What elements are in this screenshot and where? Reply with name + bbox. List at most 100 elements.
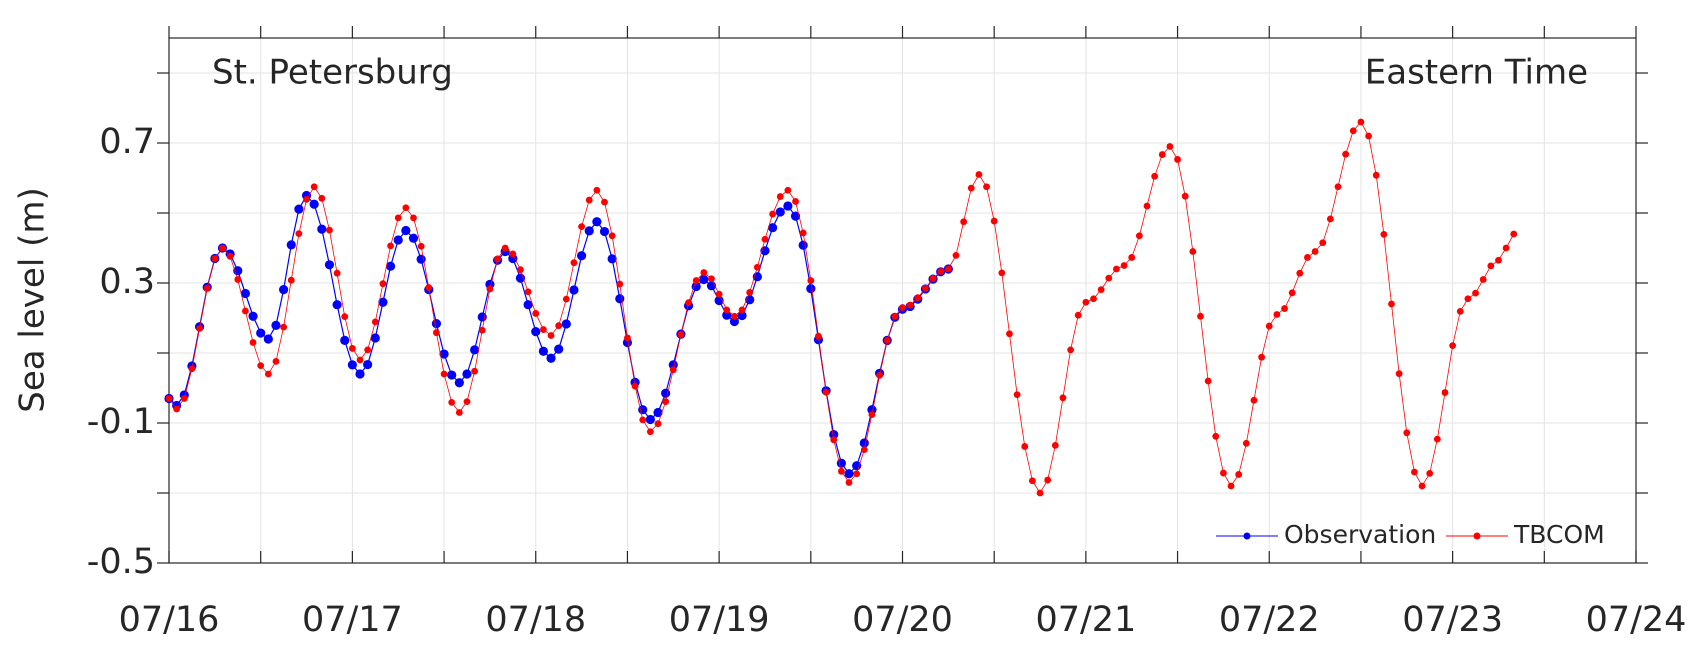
data-point [1250, 396, 1258, 404]
legend-swatch [1243, 532, 1251, 540]
plot-frame [168, 37, 1637, 564]
data-point [1441, 389, 1449, 396]
data-point [677, 331, 685, 338]
data-point [584, 226, 594, 236]
data-point [1051, 442, 1059, 449]
annotation: St. Petersburg [212, 53, 453, 93]
data-point [1197, 312, 1204, 320]
data-point [1212, 432, 1220, 440]
data-point [837, 467, 845, 475]
data-point [836, 458, 846, 468]
data-point [196, 325, 203, 332]
data-point [624, 334, 631, 342]
data-point [1449, 342, 1457, 350]
data-point [272, 358, 280, 365]
data-point [324, 260, 335, 270]
data-point [401, 225, 411, 236]
data-point [1059, 394, 1067, 402]
data-point [355, 369, 365, 379]
data-point [1174, 156, 1181, 163]
data-point [700, 269, 708, 276]
data-point [990, 217, 998, 225]
data-point [708, 275, 715, 283]
data-point [448, 398, 456, 406]
data-point [256, 328, 266, 338]
data-point [1204, 377, 1212, 385]
data-point [1166, 143, 1174, 150]
data-point [1311, 248, 1319, 255]
data-point [1151, 172, 1159, 180]
data-point [394, 214, 402, 222]
data-point [746, 289, 754, 296]
data-point [439, 349, 449, 359]
data-point [1227, 482, 1235, 490]
data-point [1273, 311, 1281, 318]
data-point [868, 411, 876, 418]
data-point [1242, 439, 1250, 447]
data-point [538, 346, 548, 356]
data-point [1120, 262, 1128, 269]
y-tick-label: 0.7 [99, 122, 155, 162]
data-point [294, 204, 304, 214]
data-point [240, 288, 251, 299]
data-point [570, 259, 578, 267]
data-point [417, 242, 425, 250]
data-point [661, 388, 671, 398]
data-point [998, 269, 1006, 277]
data-point [715, 290, 723, 298]
data-point [1128, 254, 1136, 261]
data-point [601, 198, 608, 206]
data-point [815, 332, 822, 340]
data-point [249, 339, 257, 346]
data-point [1044, 476, 1052, 484]
data-point [1296, 269, 1304, 277]
data-point [433, 329, 440, 337]
data-point [668, 360, 678, 370]
data-point [1502, 244, 1510, 252]
data-point [1388, 300, 1395, 308]
data-point [402, 204, 410, 212]
x-tick-label: 07/18 [485, 600, 586, 640]
data-point [975, 171, 983, 178]
data-point [454, 378, 464, 388]
data-point [341, 313, 349, 320]
data-point [867, 405, 877, 415]
data-point [340, 335, 350, 345]
data-point [1472, 289, 1479, 297]
data-point [1074, 311, 1082, 319]
data-point [578, 223, 585, 231]
data-point [463, 398, 471, 406]
data-point [1281, 305, 1288, 312]
data-point [1082, 298, 1090, 306]
data-point [607, 254, 617, 264]
x-tick-label: 07/24 [1586, 600, 1687, 640]
data-point [592, 217, 602, 227]
legend-label: TBCOM [1513, 520, 1605, 549]
data-point [471, 367, 479, 375]
data-point [738, 306, 746, 314]
data-point [1365, 132, 1372, 140]
data-point [822, 388, 830, 396]
legend-label: Observation [1284, 520, 1436, 549]
data-point [318, 194, 326, 202]
series-line [168, 121, 1515, 494]
data-point [576, 251, 587, 261]
data-point [1013, 391, 1021, 399]
data-point [876, 372, 883, 379]
data-point [257, 362, 265, 369]
data-point [379, 280, 387, 288]
data-point [615, 294, 625, 304]
data-point [829, 429, 839, 440]
data-point [347, 360, 357, 370]
data-point [378, 297, 388, 307]
x-tick-label: 07/19 [669, 600, 770, 640]
data-point [723, 306, 731, 314]
data-point [645, 414, 655, 425]
data-point [792, 198, 799, 205]
data-point [410, 214, 417, 222]
data-point [332, 300, 342, 310]
legend: Observation TBCOM [1216, 520, 1605, 549]
data-point [852, 461, 862, 471]
data-point [593, 186, 601, 194]
